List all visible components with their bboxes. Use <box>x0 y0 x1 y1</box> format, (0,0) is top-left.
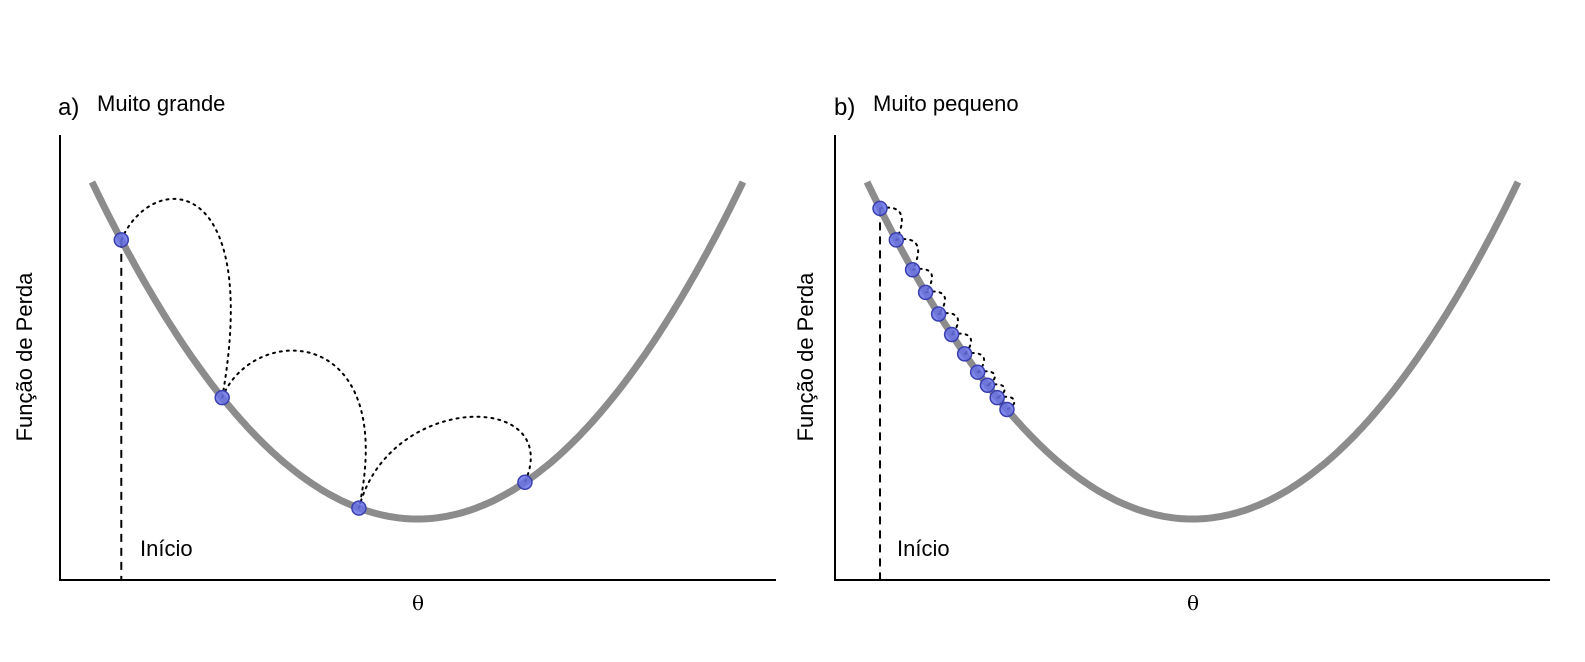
panel-b-ylabel: Função de Perda <box>793 272 818 442</box>
step-arc <box>120 198 232 399</box>
step-point <box>214 389 230 406</box>
step-point <box>943 326 960 343</box>
panel-a-start-label: Início <box>140 536 193 561</box>
panel-b-letter: b) <box>834 94 855 121</box>
step-point <box>872 200 888 217</box>
panel-a-step-arcs <box>120 198 532 510</box>
step-point <box>989 389 1005 406</box>
step-point <box>888 232 905 248</box>
step-point <box>351 500 367 516</box>
panel-b-title: Muito pequeno <box>873 91 1019 116</box>
panel-a-letter: a) <box>58 94 79 121</box>
panel-a-loss-curve <box>88 180 747 523</box>
panel-b-step-points <box>872 200 1015 418</box>
step-point <box>113 232 130 248</box>
step-point <box>904 262 921 278</box>
panel-b-start-label: Início <box>897 536 950 561</box>
step-point <box>999 401 1015 418</box>
step-point <box>969 364 986 380</box>
step-point <box>956 346 973 362</box>
panel-a: a) Muito grande Função de Perda θ Início <box>12 91 776 615</box>
step-point <box>930 306 947 322</box>
panel-a-xlabel: θ <box>412 591 424 615</box>
panel-a-title: Muito grande <box>97 91 225 116</box>
step-point <box>979 377 996 393</box>
panel-b: b) Muito pequeno Função de Perda θ Iníci… <box>793 91 1550 615</box>
panel-b-xlabel: θ <box>1187 591 1199 615</box>
panel-a-ylabel: Função de Perda <box>12 272 37 442</box>
step-point <box>917 284 934 301</box>
panel-a-step-points <box>113 232 533 516</box>
step-arc <box>221 349 367 510</box>
step-point <box>517 474 533 491</box>
